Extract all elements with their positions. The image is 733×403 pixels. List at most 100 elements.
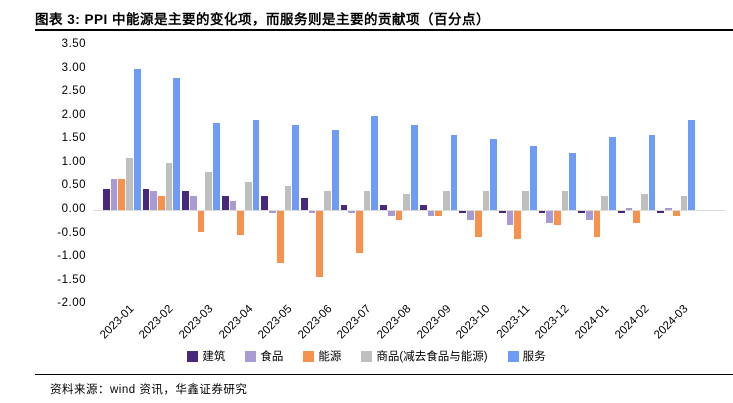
legend-swatch-icon bbox=[303, 350, 315, 362]
bar-2023-10-s0 bbox=[459, 211, 467, 214]
source-text: 资料来源：wind 资讯，华鑫证券研究 bbox=[50, 384, 248, 396]
bar-2023-03-s0 bbox=[182, 191, 189, 210]
bar-2024-01-s0 bbox=[578, 211, 585, 214]
bar-2024-02-s2 bbox=[633, 211, 640, 223]
bar-2023-07-s1 bbox=[348, 211, 356, 214]
bar-2023-06-s2 bbox=[316, 211, 324, 277]
bar-2023-02-s3 bbox=[165, 162, 173, 210]
bar-2023-09-s3 bbox=[442, 191, 450, 210]
bar-2024-03-s3 bbox=[680, 195, 688, 210]
legend-label: 商品(减去食品与能源) bbox=[376, 351, 488, 363]
bar-2023-08-s2 bbox=[395, 211, 403, 221]
bar-2023-05-s4 bbox=[292, 125, 299, 210]
bar-2023-11-s1 bbox=[506, 211, 514, 226]
bar-2023-04-s0 bbox=[221, 195, 229, 210]
bar-2023-05-s3 bbox=[284, 186, 292, 210]
bar-2023-04-s4 bbox=[252, 120, 260, 210]
bar-2023-03-s2 bbox=[197, 211, 205, 233]
bar-2023-03-s3 bbox=[205, 172, 213, 210]
bar-2023-01-s0 bbox=[103, 188, 110, 210]
bar-2023-07-s3 bbox=[363, 191, 371, 210]
bar-2023-10-s3 bbox=[482, 191, 490, 210]
bar-2023-01-s2 bbox=[118, 179, 126, 210]
bar-2023-11-s0 bbox=[499, 211, 506, 214]
y-tick-label: 0.00 bbox=[61, 203, 86, 215]
legend-swatch-icon bbox=[361, 350, 373, 362]
bar-2023-05-s0 bbox=[261, 195, 269, 210]
bar-2024-02-s0 bbox=[617, 211, 625, 214]
bar-2023-03-s4 bbox=[213, 122, 220, 210]
y-tick-label: -1.00 bbox=[57, 250, 86, 263]
zero-axis-line bbox=[93, 210, 725, 211]
bar-2023-01-s1 bbox=[110, 179, 118, 210]
legend-label: 建筑 bbox=[202, 351, 226, 363]
legend-label: 服务 bbox=[522, 351, 546, 363]
bar-2023-06-s0 bbox=[301, 198, 308, 210]
bar-2023-04-s2 bbox=[237, 211, 244, 235]
bar-2023-09-s4 bbox=[450, 134, 458, 210]
bar-2023-05-s1 bbox=[269, 211, 276, 214]
legend-swatch-icon bbox=[245, 350, 257, 362]
y-tick-label: 3.50 bbox=[61, 38, 86, 50]
bar-2023-06-s1 bbox=[308, 211, 316, 214]
legend: 建筑 食品 能源 商品(减去食品与能源) 服务 bbox=[0, 348, 733, 364]
bar-2023-07-s4 bbox=[371, 115, 379, 210]
bar-2023-07-s0 bbox=[340, 205, 348, 210]
bar-2023-08-s3 bbox=[403, 193, 411, 210]
chart-title: 图表 3: PPI 中能源是主要的变化项，而服务则是主要的贡献项（百分点） bbox=[35, 12, 491, 27]
bar-2023-11-s3 bbox=[522, 191, 529, 210]
bar-2024-01-s1 bbox=[585, 211, 593, 221]
bar-2023-03-s1 bbox=[189, 195, 197, 210]
legend-item: 食品 bbox=[245, 348, 283, 364]
y-tick-label: 3.00 bbox=[61, 61, 86, 74]
source-divider bbox=[35, 374, 733, 375]
bar-2024-02-s3 bbox=[640, 193, 648, 210]
bar-2023-10-s1 bbox=[467, 211, 474, 221]
bar-2023-12-s3 bbox=[561, 191, 569, 210]
legend-item: 商品(减去食品与能源) bbox=[361, 348, 488, 364]
bar-2023-02-s0 bbox=[142, 188, 150, 210]
bar-2023-10-s2 bbox=[474, 211, 482, 237]
legend-item: 能源 bbox=[303, 348, 341, 364]
bar-2024-01-s2 bbox=[593, 211, 601, 237]
legend-label: 能源 bbox=[318, 351, 342, 363]
legend-swatch-icon bbox=[187, 350, 199, 362]
y-tick-label: -0.50 bbox=[57, 226, 86, 239]
legend-label: 食品 bbox=[260, 351, 284, 363]
y-tick-label: 1.00 bbox=[61, 155, 86, 168]
bar-2023-08-s0 bbox=[380, 205, 387, 210]
bar-2023-04-s1 bbox=[229, 200, 237, 210]
title-underline bbox=[35, 29, 733, 31]
bar-2023-08-s1 bbox=[387, 211, 395, 216]
bar-2023-02-s4 bbox=[173, 78, 181, 210]
bar-2023-09-s1 bbox=[427, 211, 435, 216]
legend-swatch-icon bbox=[507, 350, 519, 362]
bar-2023-11-s2 bbox=[514, 211, 522, 240]
legend-item: 服务 bbox=[507, 348, 546, 364]
bar-2023-09-s0 bbox=[419, 205, 427, 210]
bar-2023-06-s3 bbox=[324, 191, 331, 210]
y-tick-label: -2.00 bbox=[57, 297, 86, 310]
y-tick-label: 0.50 bbox=[61, 179, 86, 192]
y-tick-label: 2.50 bbox=[61, 85, 86, 98]
bar-2024-01-s3 bbox=[601, 195, 609, 210]
bar-2023-01-s4 bbox=[133, 68, 141, 210]
y-tick-label: 2.00 bbox=[61, 108, 86, 121]
bar-2024-03-s2 bbox=[672, 211, 680, 216]
bar-2024-03-s4 bbox=[688, 120, 695, 210]
bar-2024-03-s0 bbox=[657, 211, 665, 214]
y-tick-label: -1.50 bbox=[57, 273, 86, 286]
bar-2023-04-s3 bbox=[244, 181, 252, 210]
bar-2023-12-s0 bbox=[538, 211, 546, 214]
bar-2023-02-s2 bbox=[158, 195, 165, 210]
y-tick-label: 1.50 bbox=[61, 132, 86, 145]
bar-2023-01-s3 bbox=[126, 158, 133, 210]
bar-2023-08-s4 bbox=[411, 125, 418, 210]
bar-2023-06-s4 bbox=[331, 129, 339, 210]
bar-2023-12-s4 bbox=[569, 153, 577, 210]
bar-2023-05-s2 bbox=[276, 211, 284, 263]
bar-2023-10-s4 bbox=[490, 139, 497, 210]
bar-2023-09-s2 bbox=[435, 211, 442, 216]
